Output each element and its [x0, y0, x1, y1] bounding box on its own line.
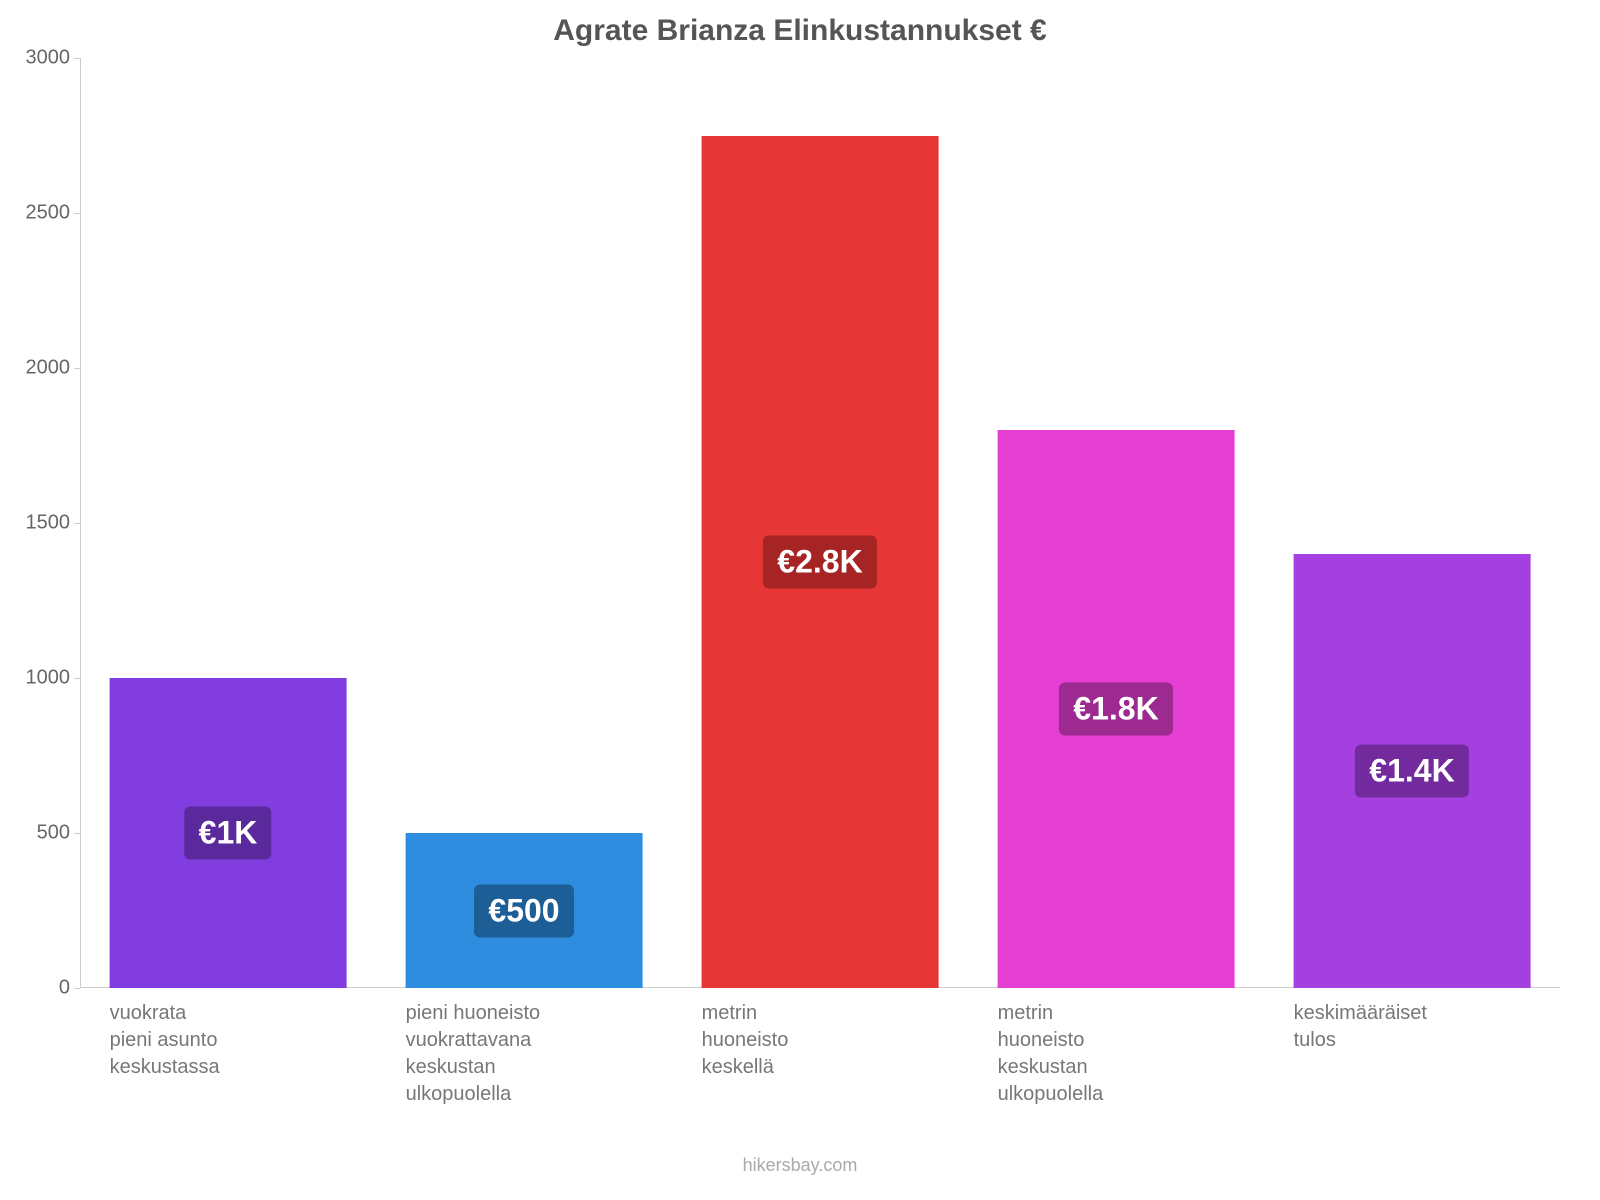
x-axis-label: metrin huoneisto keskustan ulkopuolella	[998, 1000, 1104, 1108]
y-tick-mark	[74, 833, 80, 834]
bars-area: €1K €500 €2.8K €1.8K €1.4K	[80, 58, 1560, 988]
y-tick-mark	[74, 678, 80, 679]
y-tick-label: 1000	[26, 667, 71, 690]
bar-value-label: €1.4K	[1355, 745, 1468, 798]
x-axis-label: pieni huoneisto vuokrattavana keskustan …	[406, 1000, 541, 1108]
chart-title: Agrate Brianza Elinkustannukset €	[0, 0, 1600, 54]
y-tick-label: 0	[59, 977, 70, 1000]
y-tick-mark	[74, 368, 80, 369]
bar: €1.4K	[1294, 554, 1531, 988]
bar-value-label: €2.8K	[763, 535, 876, 588]
y-tick-label: 500	[37, 822, 70, 845]
bar: €1K	[110, 678, 347, 988]
y-tick-label: 3000	[26, 47, 71, 70]
y-tick-mark	[74, 523, 80, 524]
bar: €2.8K	[702, 136, 939, 989]
bar-value-label: €500	[474, 884, 573, 937]
y-tick-mark	[74, 213, 80, 214]
x-axis-label: vuokrata pieni asunto keskustassa	[110, 1000, 220, 1081]
y-tick-mark	[74, 988, 80, 989]
y-tick-label: 1500	[26, 512, 71, 535]
bar-value-label: €1.8K	[1059, 683, 1172, 736]
y-tick-label: 2500	[26, 202, 71, 225]
y-tick-label: 2000	[26, 357, 71, 380]
chart-plot-area: €1K€500€2.8K€1.8K€1.4K 05001000150020002…	[80, 58, 1560, 988]
x-axis-label: metrin huoneisto keskellä	[702, 1000, 789, 1081]
bar-value-label: €1K	[185, 807, 272, 860]
y-tick-mark	[74, 58, 80, 59]
bar: €1.8K	[998, 430, 1235, 988]
x-axis-label: keskimääräiset tulos	[1294, 1000, 1427, 1054]
source-credit: hikersbay.com	[0, 1155, 1600, 1176]
bar: €500	[406, 833, 643, 988]
